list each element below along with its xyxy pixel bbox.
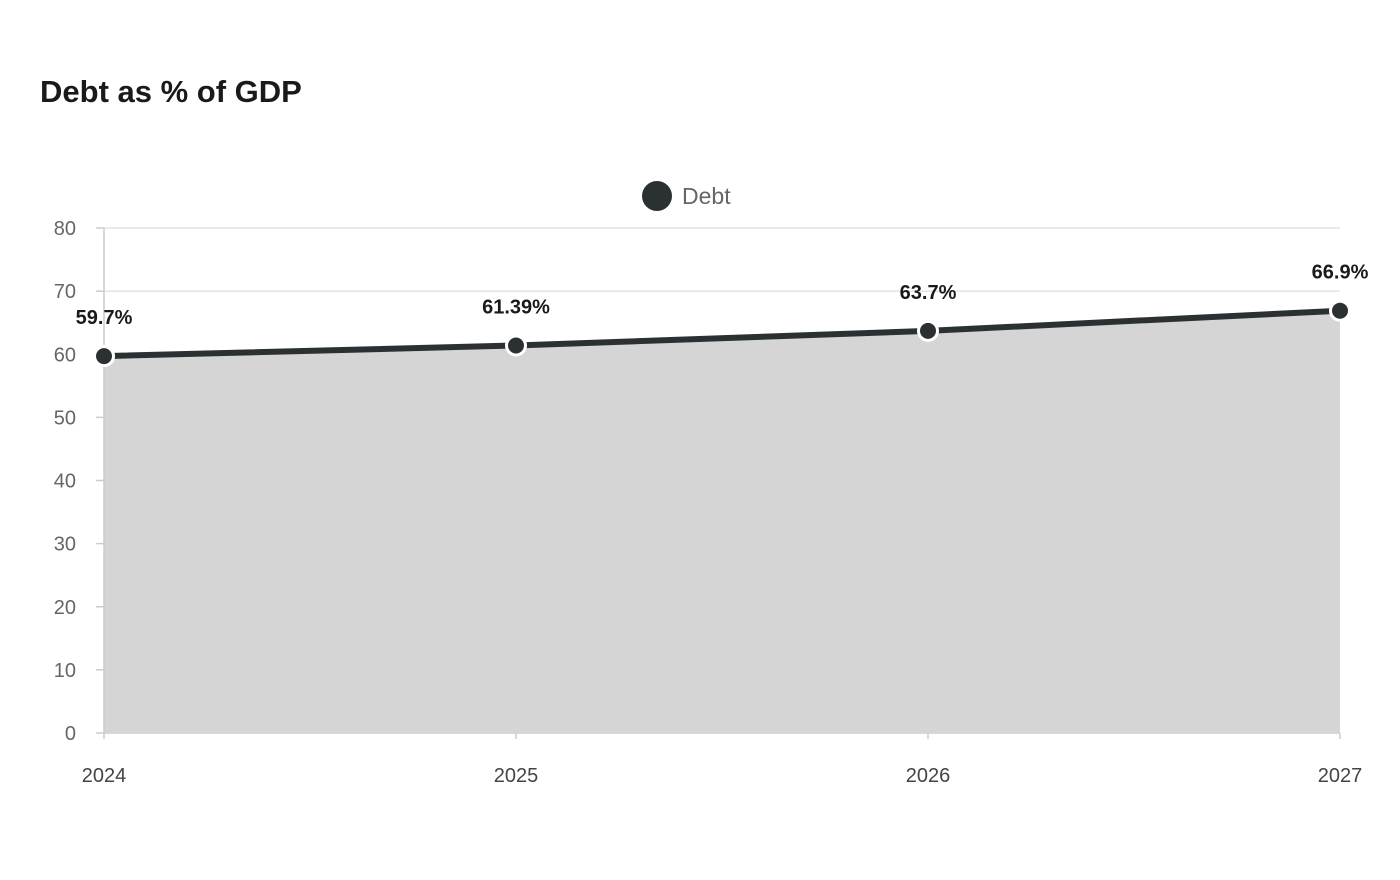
y-tick-label-30: 30 <box>54 534 76 556</box>
y-tick-label-70: 70 <box>54 281 76 303</box>
data-label-2024: 59.7% <box>76 307 133 329</box>
data-labels: 59.7% 61.39% 63.7% 66.9% <box>76 262 1369 329</box>
y-tick-label-60: 60 <box>54 344 76 366</box>
y-tick-label-40: 40 <box>54 471 76 493</box>
data-points <box>93 299 1351 368</box>
area-fill-debt <box>104 310 1340 733</box>
legend[interactable]: Debt <box>642 181 731 211</box>
area-fill-layer <box>104 310 1340 733</box>
y-tick-label-20: 20 <box>54 597 76 619</box>
series-line-debt <box>101 307 1343 360</box>
data-label-2027: 66.9% <box>1312 262 1369 284</box>
x-tick-label-2027: 2027 <box>1318 765 1363 787</box>
legend-label-debt: Debt <box>682 183 731 209</box>
axes: 0 10 20 30 40 50 60 70 80 2024 2025 2026 2027 <box>54 218 1363 787</box>
series-line-layer <box>101 307 1343 360</box>
data-label-2026: 63.7% <box>900 282 957 304</box>
x-tick-label-2024: 2024 <box>82 765 127 787</box>
y-tick-label-50: 50 <box>54 407 76 429</box>
data-label-2025: 61.39% <box>482 296 550 318</box>
y-tick-label-0: 0 <box>65 723 76 745</box>
data-point-2024[interactable] <box>93 345 115 368</box>
data-point-2027[interactable] <box>1329 299 1351 322</box>
x-tick-label-2025: 2025 <box>494 765 539 787</box>
legend-swatch-debt <box>642 181 672 211</box>
chart-title: Debt as % of GDP <box>40 74 302 109</box>
data-point-2026[interactable] <box>917 319 939 342</box>
y-tick-label-80: 80 <box>54 218 76 240</box>
data-point-2025[interactable] <box>505 334 527 357</box>
x-tick-label-2026: 2026 <box>906 765 951 787</box>
y-tick-label-10: 10 <box>54 660 76 682</box>
